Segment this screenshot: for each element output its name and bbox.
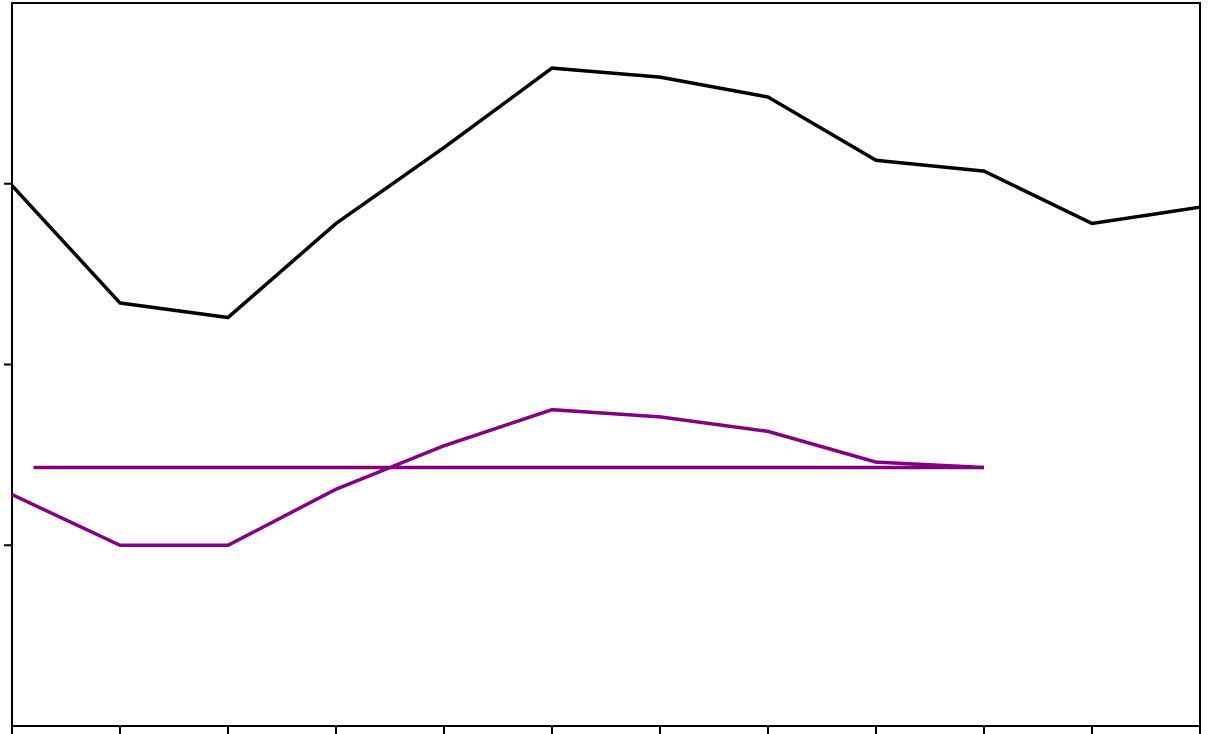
plot-frame xyxy=(11,2,1201,727)
x-axis-ticks xyxy=(11,726,1201,734)
series-layer xyxy=(10,66,1201,548)
series-0 xyxy=(10,66,1201,320)
plot-border xyxy=(11,2,1201,727)
series-line-1 xyxy=(11,407,985,548)
series-1 xyxy=(11,407,985,548)
series-line-0 xyxy=(10,66,1201,320)
y-axis-ticks xyxy=(4,182,12,547)
